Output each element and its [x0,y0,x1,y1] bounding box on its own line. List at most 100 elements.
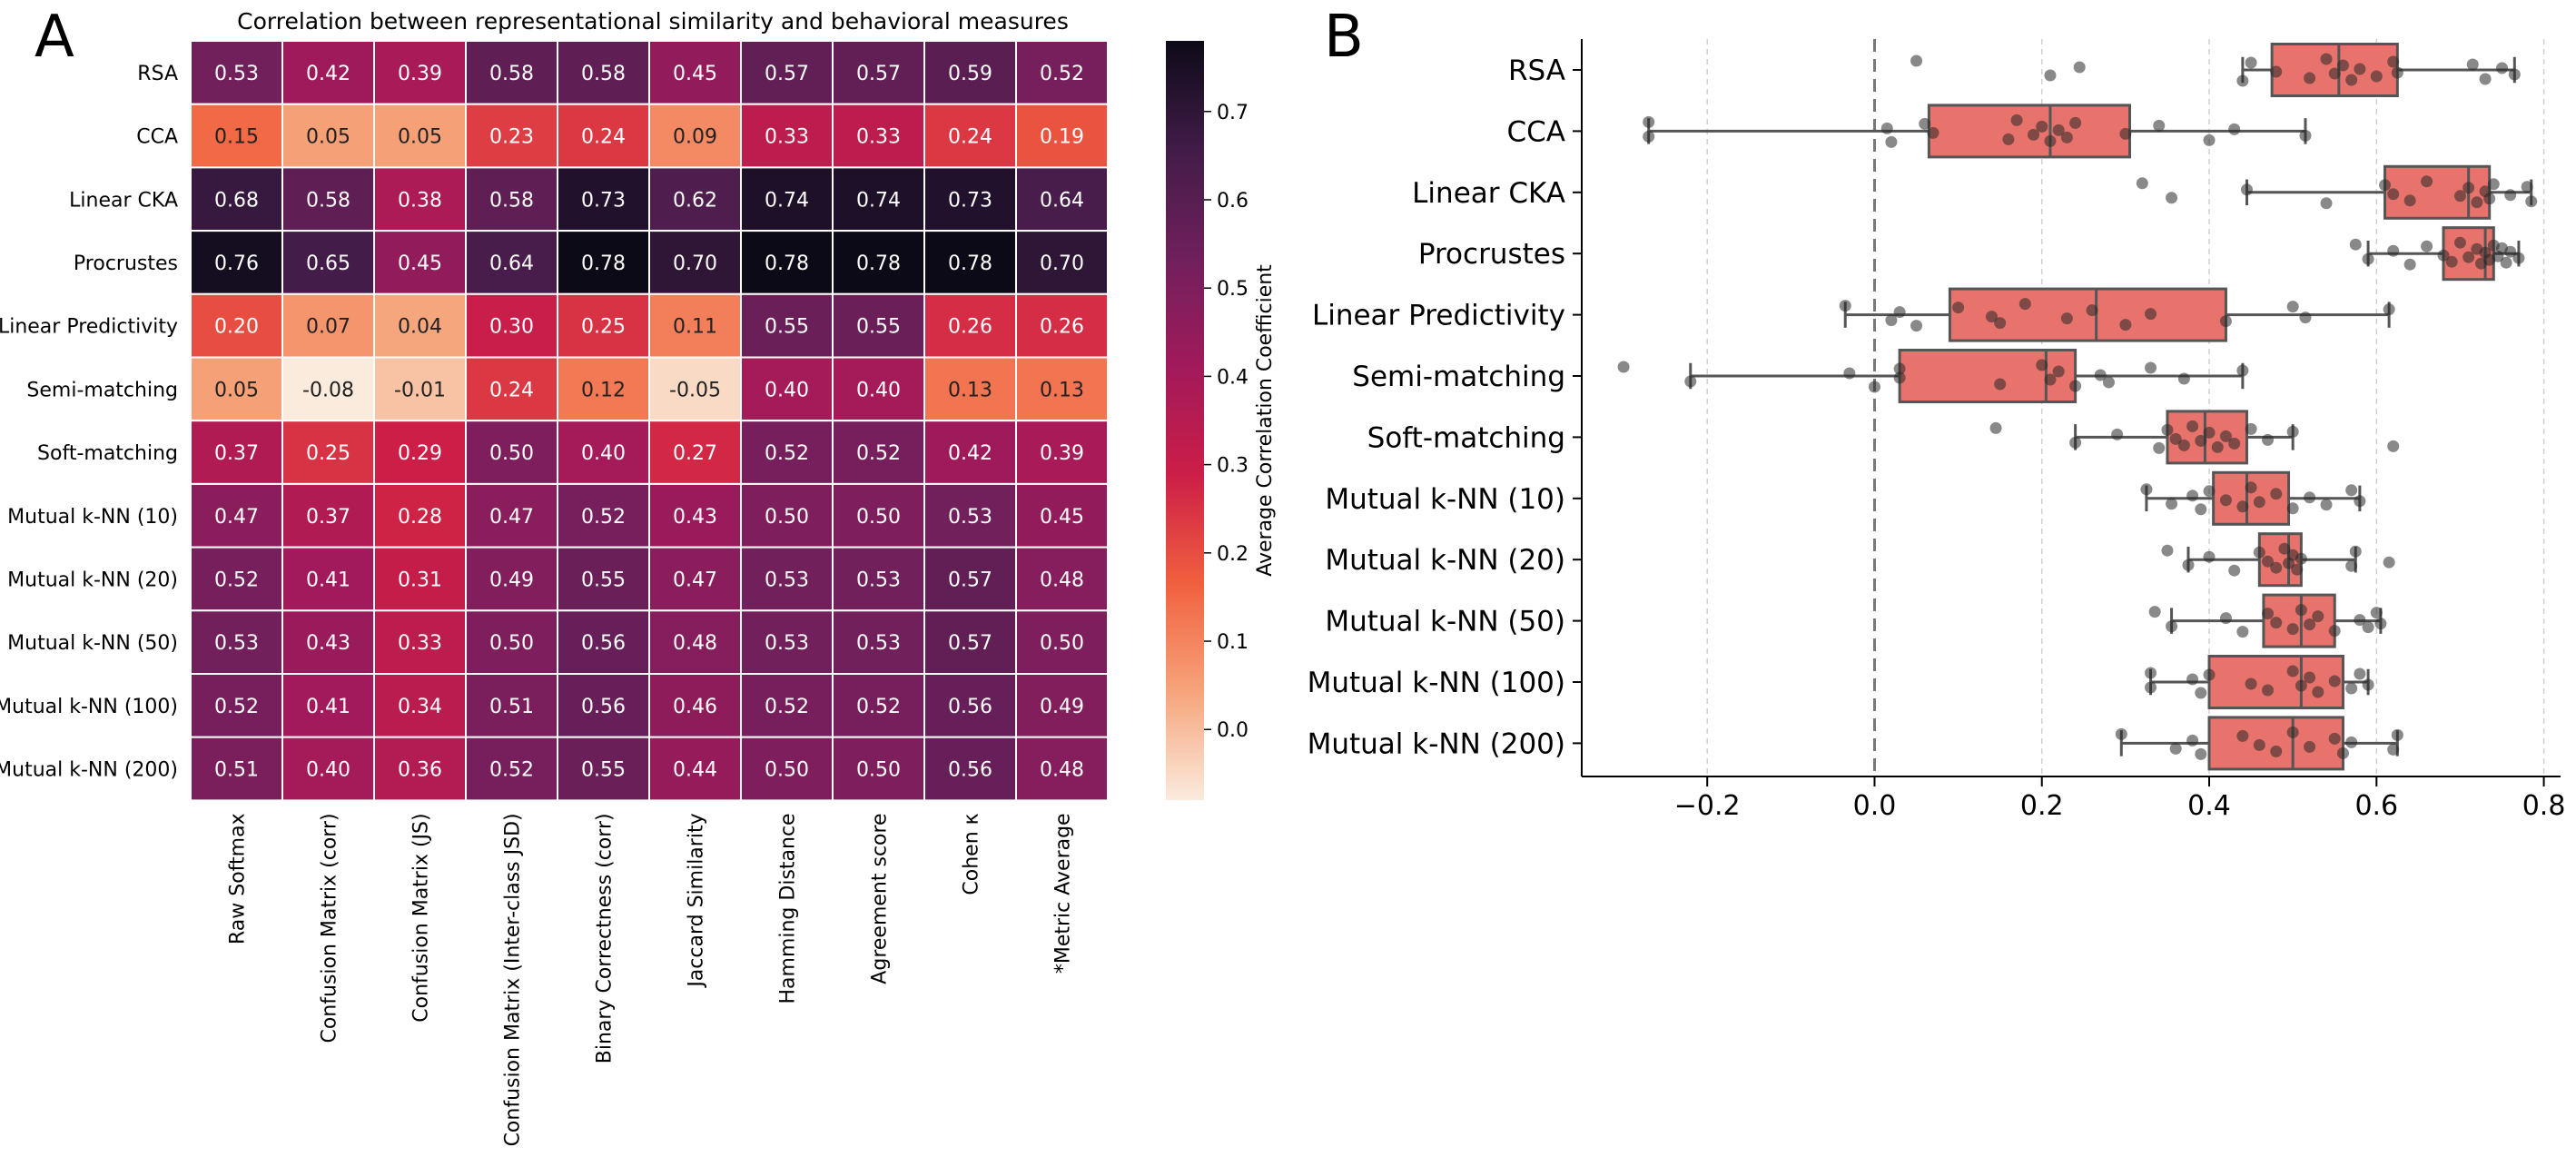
heatmap-cell-value: 0.50 [765,506,809,529]
heatmap-cell-value: 0.57 [948,632,992,655]
heatmap-cell-value: 0.34 [398,696,442,718]
boxplot-point [2153,441,2166,454]
boxplot-point [2145,681,2157,694]
heatmap-cell [1015,166,1109,232]
heatmap-row-labels: RSA CCA Linear CKA Procrustes Linear Predict… [0,63,178,782]
boxplot-point [2166,620,2178,633]
boxplot-point [2304,72,2316,84]
boxplot-point [2391,728,2403,741]
boxplot-points [1617,53,2538,760]
heatmap-cell [832,103,925,169]
boxplot-x-tick-label: −0.2 [1674,790,1741,822]
heatmap-cell-value: 0.52 [214,569,259,591]
boxplot-point [2286,665,2299,677]
boxplot-point [2304,618,2316,631]
heatmap-row-label: Linear CKA [69,189,178,212]
heatmap-cell-value: 0.78 [765,252,809,275]
heatmap-cell [190,230,283,295]
heatmap-cell [465,103,558,169]
boxplot-point [2466,58,2479,71]
boxplot-point [2060,131,2073,143]
boxplot-point [2500,256,2512,269]
heatmap-cell-value: 0.45 [1040,506,1084,529]
boxplot-point [2525,195,2538,208]
heatmap-cell-value: 0.38 [398,189,442,212]
heatmap-cell [648,736,742,802]
heatmap-cell [740,420,834,485]
heatmap-cell [465,673,558,738]
heatmap-cell [832,40,925,105]
boxplot-point [1643,130,1655,143]
boxplot-point [2270,561,2283,574]
heatmap-cell-value: 0.53 [948,506,992,529]
boxplot-point [2304,740,2316,753]
heatmap-cell-value: 0.24 [948,126,992,149]
boxplot-point [2115,727,2127,740]
heatmap-cell-value: 0.37 [214,442,259,465]
heatmap-cell [832,482,925,549]
boxplot-point [1868,381,1880,393]
boxplot-point [2240,183,2253,196]
boxplot-point [1617,361,1630,373]
boxplot-point [2312,686,2324,698]
heatmap-cell-value: 0.56 [948,759,992,782]
boxplot-point [2479,73,2492,85]
heatmap-cell-value: 0.24 [581,126,626,149]
heatmap-cell [373,673,467,738]
boxplot-category-label: Mutual k-NN (200) [1308,727,1565,760]
boxplot-point [2044,373,2057,386]
boxplot-point [2145,361,2157,374]
boxplot-point [2219,494,2232,507]
heatmap-cell-value: 0.53 [856,569,901,591]
boxplot-point [2387,743,2400,756]
boxplot-point [2119,127,2132,140]
boxplot-point [2195,747,2207,760]
heatmap-cell [281,103,375,169]
heatmap-cell-value: 0.41 [306,696,350,718]
heatmap-cell-value: 0.59 [948,63,992,85]
boxplot-point [2299,312,2312,324]
boxplot-point [2328,67,2341,80]
boxplot-point [1839,300,1851,312]
heatmap-cell-value: 0.50 [856,506,901,529]
heatmap-cell-value: 0.44 [673,759,717,782]
boxplot-category-label: RSA [1508,54,1565,87]
boxplot-box-group [1689,349,2245,403]
heatmap-cell [740,673,834,738]
heatmap-cell-value: 0.42 [948,442,992,465]
heatmap-cell [190,420,283,485]
boxplot-point [2145,667,2157,679]
heatmap-cell [832,736,925,802]
boxplot-point [2349,545,2362,558]
heatmap-cell [740,103,834,169]
boxplot-point [2278,542,2291,555]
boxplot-point [2504,189,2517,202]
boxplot-point [2262,433,2275,446]
heatmap-cell-value: 0.09 [673,126,717,149]
heatmap-cell-value: 0.55 [581,569,626,591]
boxplot-point [1880,122,1893,134]
boxplot-point [2299,129,2312,142]
boxplot-point [2236,729,2249,742]
boxplot-point [2383,303,2395,316]
heatmap-cell-value: 0.40 [765,379,809,401]
heatmap-cell-value: 0.51 [214,759,259,782]
heatmap-cell-value: 0.70 [673,252,717,275]
boxplot-point [2253,496,2265,509]
heatmap-cell [190,546,283,612]
boxplot-point [2182,559,2195,571]
boxplot-point [2161,544,2174,557]
boxplot-category-label: Mutual k-NN (100) [1308,667,1565,699]
boxplot-point [2111,428,2124,440]
heatmap-cell-value: 0.53 [765,569,809,591]
boxplot-point [2354,614,2366,627]
boxplot-point [2383,556,2395,569]
heatmap-cell-value: 0.52 [581,506,626,529]
heatmap-cell [923,356,1017,422]
heatmap-cell [281,292,375,359]
heatmap-cell-value: 0.13 [948,379,992,401]
heatmap-cell [1015,40,1109,105]
heatmap-cell [740,166,834,232]
heatmap-cell [281,736,375,802]
heatmap-cell-value: 0.48 [673,632,717,655]
